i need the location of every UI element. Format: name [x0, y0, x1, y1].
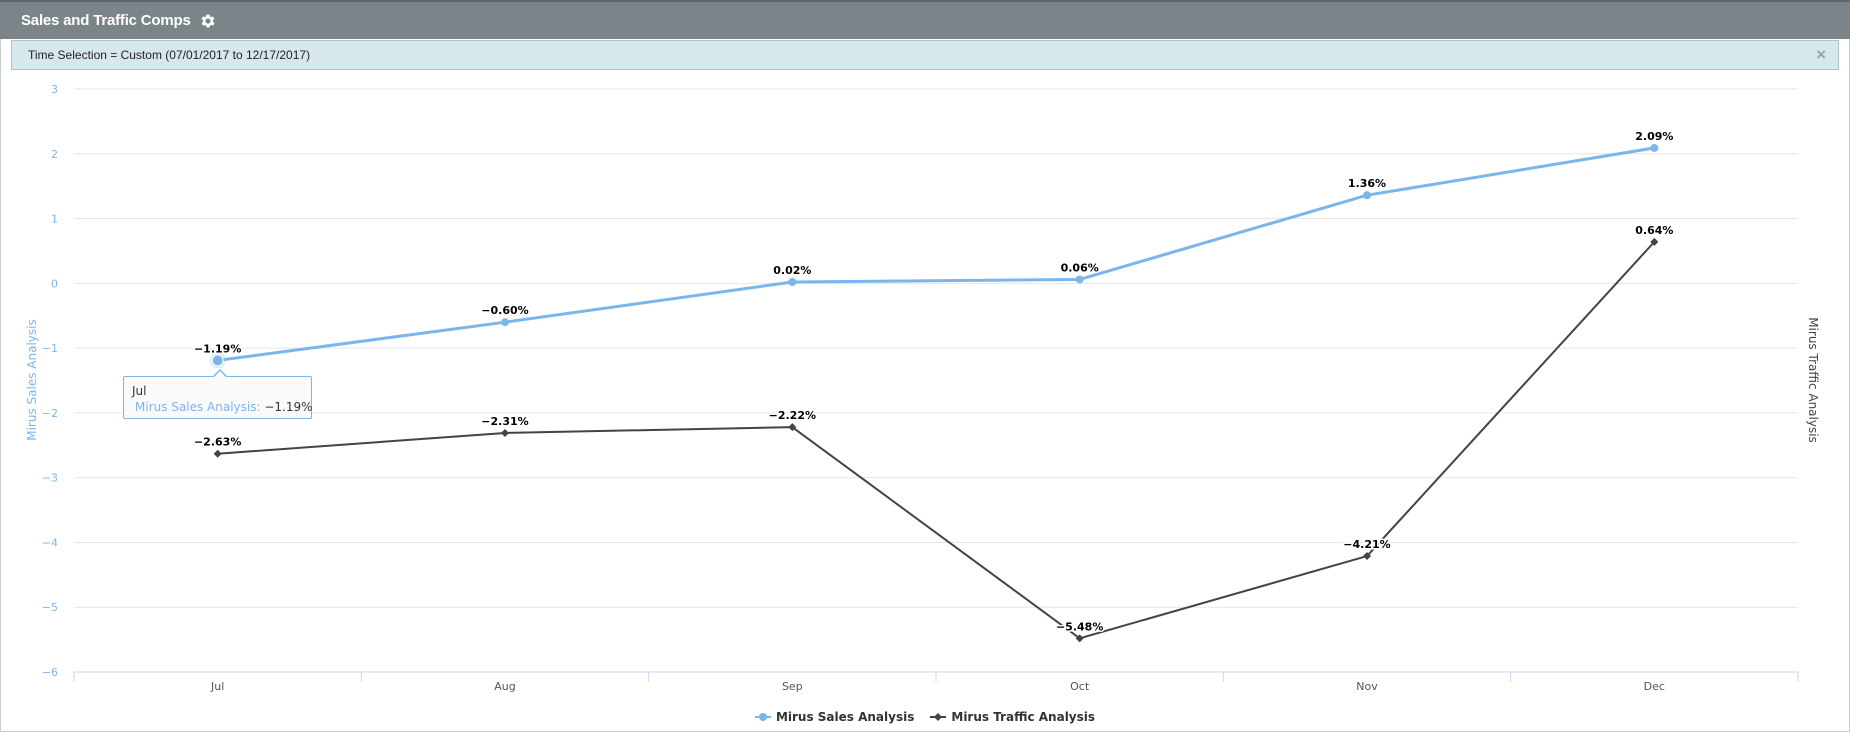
sales-point-marker [1363, 191, 1371, 200]
tooltip-row: Mirus Sales Analysis: −1.19% [135, 400, 313, 414]
data-labels: −1.19% −0.60% 0.02% 0.06% 1.36% 2.09% −2.63% −2… [192, 128, 1674, 634]
data-label: −2.63% [194, 436, 241, 449]
y-tick-label: −4 [42, 536, 58, 549]
series-line-traffic [217, 241, 1656, 640]
series-line-sales [217, 146, 1655, 362]
tooltip-series-label: Mirus Sales Analysis: [135, 400, 261, 414]
data-label: 0.06% [1061, 261, 1099, 274]
sales-point-marker [1650, 143, 1659, 152]
traffic-point-marker [1650, 237, 1659, 246]
x-tick-label: Oct [1070, 680, 1090, 693]
data-label: −5.48% [1056, 620, 1103, 633]
y-tick-label: 3 [51, 83, 58, 96]
y-tick-label: 2 [51, 148, 58, 161]
traffic-point-marker [501, 428, 509, 437]
legend-item-traffic[interactable]: Mirus Traffic Analysis [930, 710, 1095, 724]
panel-title: Sales and Traffic Comps [21, 12, 191, 29]
tooltip-value: −1.19% [264, 400, 313, 414]
gear-icon[interactable] [199, 12, 217, 30]
y-tick-label: −3 [42, 472, 58, 485]
traffic-point-marker [213, 449, 222, 458]
traffic-point-marker [1075, 634, 1084, 643]
sales-point-marker [211, 354, 224, 367]
tooltip-category: Jul [132, 384, 147, 398]
y-tick-label: −2 [42, 407, 58, 420]
data-label: −1.19% [194, 342, 241, 355]
x-tick-label: Aug [494, 680, 515, 693]
time-selection-text: Time Selection = Custom (07/01/2017 to 1… [28, 48, 311, 62]
grid-lines [74, 88, 1798, 673]
y-tick-label: −5 [42, 601, 58, 614]
data-label: −2.31% [481, 415, 528, 428]
x-tick-label: Jul [210, 680, 224, 693]
data-label: 0.64% [1635, 224, 1673, 237]
data-label: 0.02% [773, 264, 811, 277]
legend-label-sales: Mirus Sales Analysis [775, 710, 915, 724]
traffic-point-marker [1363, 552, 1371, 561]
time-selection-filter: Time Selection = Custom (07/01/2017 to 1… [11, 40, 1839, 70]
data-label: 1.36% [1348, 177, 1386, 190]
sales-point-marker [501, 318, 509, 327]
legend-diamond-marker-icon [930, 713, 947, 721]
panel-header: Sales and Traffic Comps [0, 0, 1850, 39]
sales-point-marker [1075, 275, 1084, 284]
x-tick-label: Sep [782, 680, 803, 693]
y-tick-label: 0 [51, 277, 58, 290]
data-label: −2.22% [769, 409, 816, 422]
chart-tooltip: Jul Mirus Sales Analysis: −1.19% [123, 369, 313, 419]
y-tick-label: −6 [42, 666, 58, 679]
data-label: −4.21% [1343, 538, 1390, 551]
legend-circle-marker-icon [754, 713, 771, 721]
data-label: −0.60% [481, 304, 528, 317]
chart-legend: Mirus Sales Analysis Mirus Traffic Analy… [0, 708, 1850, 726]
y-tick-label: −1 [42, 342, 58, 355]
legend-label-traffic: Mirus Traffic Analysis [951, 710, 1096, 724]
x-tick-label: Dec [1644, 680, 1665, 693]
data-label: 2.09% [1635, 130, 1673, 143]
legend-item-sales[interactable]: Mirus Sales Analysis [754, 710, 915, 724]
chart-axes: 3 2 1 0 −1 −2 −3 −4 −5 −6 Jul Aug Sep Oct Nov Dec [42, 83, 1799, 693]
y-axis-title-left: Mirus Sales Analysis [25, 319, 39, 441]
sales-point-marker [788, 278, 797, 287]
y-axis-title-right: Mirus Traffic Analysis [1806, 317, 1820, 443]
close-icon[interactable]: × [1816, 45, 1826, 64]
traffic-point-marker [788, 423, 797, 432]
chart-series [209, 143, 1659, 643]
y-tick-label: 1 [51, 213, 58, 226]
x-tick-label: Nov [1356, 680, 1378, 693]
